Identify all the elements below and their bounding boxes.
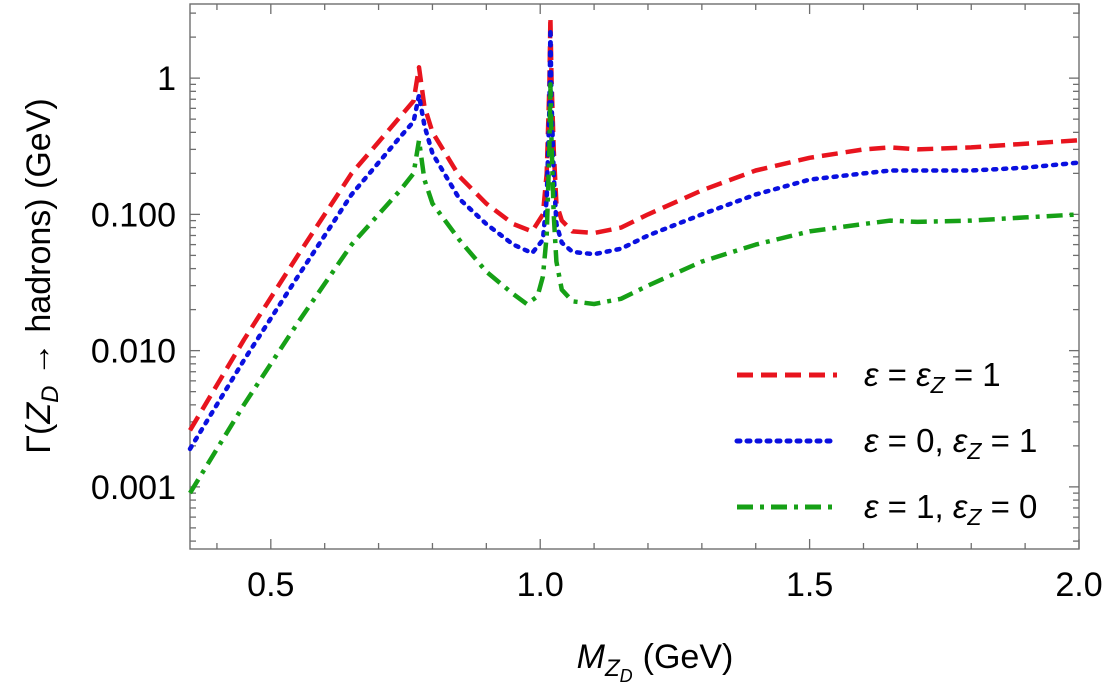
tick-labels: 0.5 1.0 1.5 2.0 0.001 0.010 0.100 1 [91,60,1103,604]
y-tick-label: 0.010 [91,333,176,371]
series-line-green [188,82,1080,495]
x-tick-label: 0.5 [247,566,294,604]
y-tick-label: 0.100 [91,196,176,234]
series-line-red [188,14,1080,432]
y-axis-label: Γ(ZD → hadrons) (GeV) [20,98,64,453]
legend-entry-blue: ε = 0, εZ = 1 [734,422,1037,464]
legend: ε = εZ = 1 ε = 0, εZ = 1 ε = 1, εZ = 0 [734,356,1037,530]
legend-entry-red: ε = εZ = 1 [737,356,1001,398]
plot-frame [189,3,1080,550]
axis-ticks [190,4,1080,549]
legend-entry-green: ε = 1, εZ = 0 [737,488,1037,530]
series-layer [187,14,1082,495]
legend-label-red: ε = εZ = 1 [864,356,1001,398]
series-line-blue [187,26,1082,452]
legend-label-blue: ε = 0, εZ = 1 [864,422,1037,464]
x-axis-label: MZD (GeV) [577,638,734,686]
x-tick-label: 1.5 [786,566,833,604]
legend-label-green: ε = 1, εZ = 0 [864,488,1037,530]
y-tick-label: 0.001 [91,469,176,507]
y-tick-label: 1 [157,60,176,98]
x-tick-label: 1.0 [517,566,564,604]
x-tick-label: 2.0 [1055,566,1102,604]
